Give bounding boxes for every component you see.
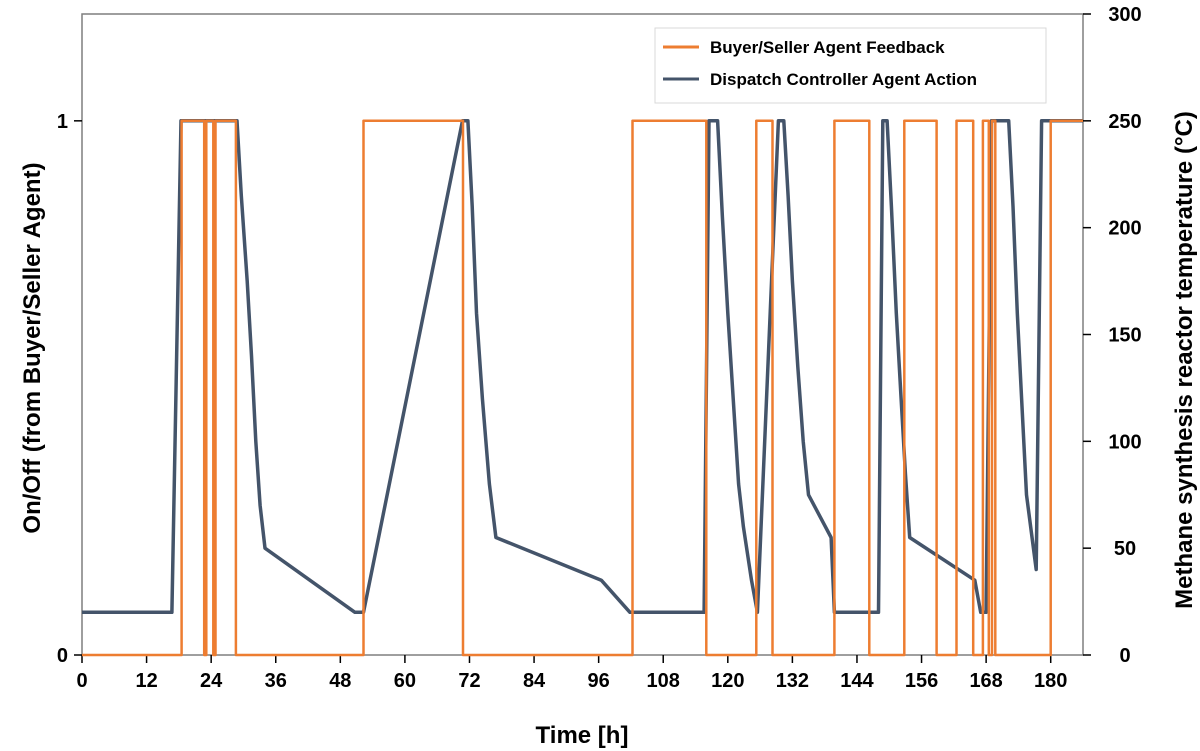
x-tick-label: 36 xyxy=(265,670,287,692)
legend-label-dispatch-controller: Dispatch Controller Agent Action xyxy=(710,70,977,89)
series-line-buyer-seller xyxy=(82,119,1083,657)
x-tick-label: 120 xyxy=(711,670,744,692)
x-tick-label: 168 xyxy=(969,670,1002,692)
y-right-tick-label: 150 xyxy=(1108,325,1141,347)
plot-area xyxy=(81,13,1084,656)
y-axis-right: 0 50 100 150 200 250 300 xyxy=(1083,4,1142,667)
x-tick-label: 48 xyxy=(329,670,351,692)
y-right-tick-label: 0 xyxy=(1119,645,1130,667)
x-tick-label: 96 xyxy=(588,670,610,692)
x-tick-label: 0 xyxy=(76,670,87,692)
series-layer xyxy=(82,119,1083,657)
legend-label-buyer-seller: Buyer/Seller Agent Feedback xyxy=(710,38,945,57)
x-tick-label: 132 xyxy=(776,670,809,692)
y-left-tick-label: 0 xyxy=(57,645,68,667)
x-tick-label: 156 xyxy=(905,670,938,692)
y-axis-left: 01 xyxy=(57,111,82,667)
series-line-dispatch-controller xyxy=(82,119,1083,615)
y-right-tick-label: 100 xyxy=(1108,431,1141,453)
y-right-tick-label: 200 xyxy=(1108,218,1141,240)
x-tick-label: 12 xyxy=(135,670,157,692)
y-axis-left-title: On/Off (from Buyer/Seller Agent) xyxy=(19,162,46,533)
x-tick-label: 180 xyxy=(1034,670,1067,692)
x-tick-label: 72 xyxy=(458,670,480,692)
x-tick-label: 60 xyxy=(394,670,416,692)
x-tick-label: 84 xyxy=(523,670,546,692)
y-left-tick-label: 1 xyxy=(57,111,68,133)
y-right-tick-label: 250 xyxy=(1108,111,1141,133)
x-axis: 0 12 24 36 48 60 72 84 96 108 120 132 144 156 168 180 xyxy=(76,655,1067,692)
x-tick-label: 24 xyxy=(200,670,223,692)
y-right-tick-label: 300 xyxy=(1108,4,1141,26)
legend: Buyer/Seller Agent Feedback Dispatch Con… xyxy=(654,27,1047,104)
x-tick-label: 108 xyxy=(647,670,680,692)
x-axis-title: Time [h] xyxy=(536,722,629,749)
legend-box xyxy=(654,27,1047,104)
y-axis-right-title: Methane synthesis reactor temperature (°… xyxy=(1171,111,1198,609)
x-tick-label: 144 xyxy=(840,670,874,692)
y-right-tick-label: 50 xyxy=(1114,538,1136,560)
